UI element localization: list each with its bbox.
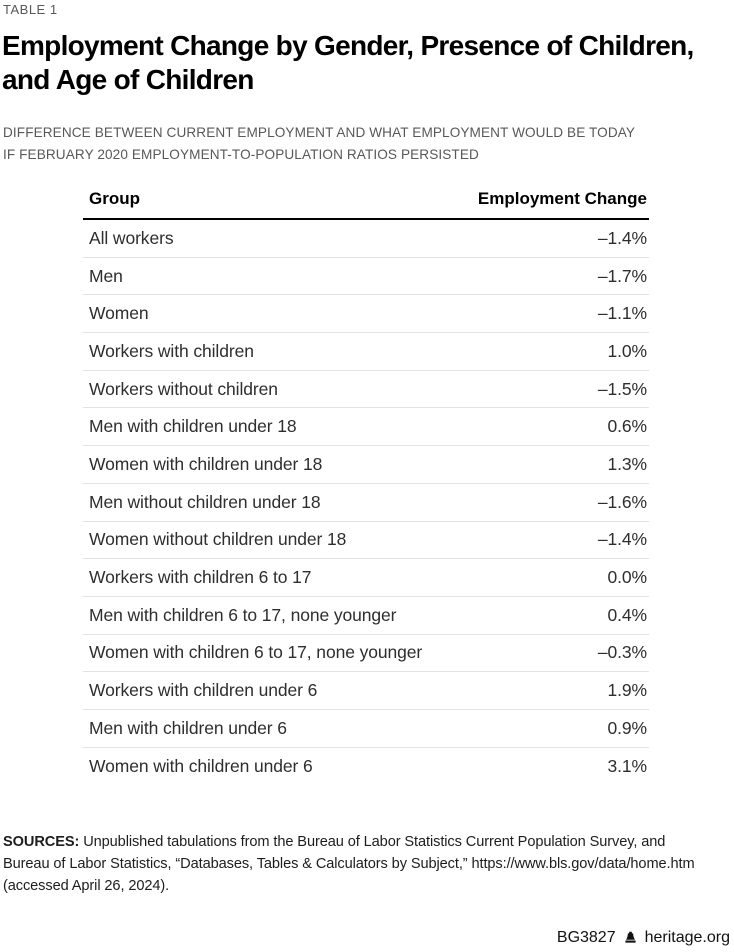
table-row: Workers with children under 6 1.9% (83, 672, 649, 710)
row-change-value: 0.0% (607, 567, 648, 588)
column-header-employment-change: Employment Change (477, 189, 647, 208)
table-row: Workers with children 1.0% (83, 333, 649, 371)
site-name: heritage.org (644, 929, 730, 946)
table-row: Men with children under 6 0.9% (83, 710, 649, 748)
row-group-label: All workers (89, 227, 174, 248)
table-row: Men without children under 18 –1.6% (83, 484, 649, 522)
row-change-value: 3.1% (607, 755, 648, 776)
row-group-label: Workers with children (89, 340, 254, 361)
table-row: Men with children 6 to 17, none younger … (83, 597, 649, 635)
report-id: BG3827 (556, 929, 616, 946)
row-group-label: Women without children under 18 (89, 529, 347, 550)
row-change-value: –1.6% (597, 491, 647, 512)
table-row: Men –1.7% (83, 258, 649, 296)
row-group-label: Women (89, 303, 149, 324)
row-change-value: 0.6% (607, 416, 648, 437)
row-change-value: –1.7% (597, 265, 647, 286)
row-change-value: 1.0% (607, 340, 648, 361)
table-header-row: Group Employment Change (83, 189, 649, 220)
subtitle-line-2: IF FEBRUARY 2020 EMPLOYMENT-TO-POPULATIO… (3, 147, 479, 162)
row-group-label: Workers without children (89, 378, 278, 399)
footer: BG3827 heritage.org (557, 929, 730, 947)
row-group-label: Men with children under 6 (89, 717, 287, 738)
table-row: Women –1.1% (83, 295, 649, 334)
row-change-value: 0.4% (607, 604, 648, 625)
subtitle-line-1: DIFFERENCE BETWEEN CURRENT EMPLOYMENT AN… (3, 125, 636, 140)
row-group-label: Men with children under 18 (89, 416, 297, 437)
column-header-group: Group (89, 189, 140, 208)
table-row: Workers with children 6 to 17 0.0% (83, 559, 649, 597)
table-row: Men with children under 18 0.6% (83, 408, 649, 447)
sources-note: SOURCES: Unpublished tabulations from th… (3, 831, 703, 897)
sources-text: Unpublished tabulations from the Bureau … (3, 834, 695, 894)
row-group-label: Men with children 6 to 17, none younger (89, 604, 397, 625)
employment-change-table: Group Employment Change All workers –1.4… (83, 189, 649, 785)
row-change-value: –0.3% (597, 642, 647, 663)
row-group-label: Men without children under 18 (89, 491, 321, 512)
table-row: Workers without children –1.5% (83, 371, 649, 409)
row-change-value: –1.4% (597, 529, 647, 550)
heritage-bell-icon (625, 931, 636, 943)
row-group-label: Women with children under 6 (89, 755, 313, 776)
table-row: All workers –1.4% (83, 220, 649, 258)
page-title: Employment Change by Gender, Presence of… (2, 30, 694, 95)
row-group-label: Men (89, 265, 123, 286)
row-group-label: Women with children 6 to 17, none younge… (89, 642, 423, 663)
table-row: Women with children under 6 3.1% (83, 748, 649, 786)
row-change-value: 0.9% (607, 717, 648, 738)
row-change-value: –1.4% (597, 227, 647, 248)
table-number-eyebrow: TABLE 1 (3, 2, 58, 17)
table-body: All workers –1.4% Men –1.7% Women –1.1% … (83, 220, 649, 785)
table-row: Women with children under 18 1.3% (83, 446, 649, 484)
page-subtitle: DIFFERENCE BETWEEN CURRENT EMPLOYMENT AN… (3, 122, 713, 166)
row-change-value: 1.3% (607, 453, 648, 474)
row-group-label: Workers with children 6 to 17 (89, 567, 312, 588)
row-change-value: 1.9% (607, 680, 648, 701)
table-row: Women without children under 18 –1.4% (83, 522, 649, 560)
row-change-value: –1.1% (597, 303, 647, 324)
table-row: Women with children 6 to 17, none younge… (83, 635, 649, 673)
sources-label: SOURCES: (3, 834, 80, 850)
row-group-label: Women with children under 18 (89, 453, 323, 474)
row-group-label: Workers with children under 6 (89, 680, 318, 701)
row-change-value: –1.5% (597, 378, 647, 399)
